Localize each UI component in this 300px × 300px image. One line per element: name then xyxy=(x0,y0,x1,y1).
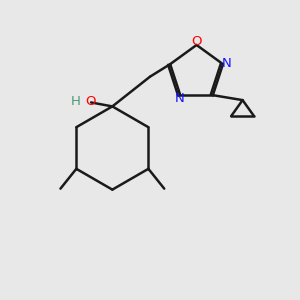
Text: O: O xyxy=(191,34,202,47)
Text: N: N xyxy=(222,57,232,70)
Text: N: N xyxy=(174,92,184,105)
Text: H: H xyxy=(70,95,80,108)
Text: O: O xyxy=(85,95,96,108)
